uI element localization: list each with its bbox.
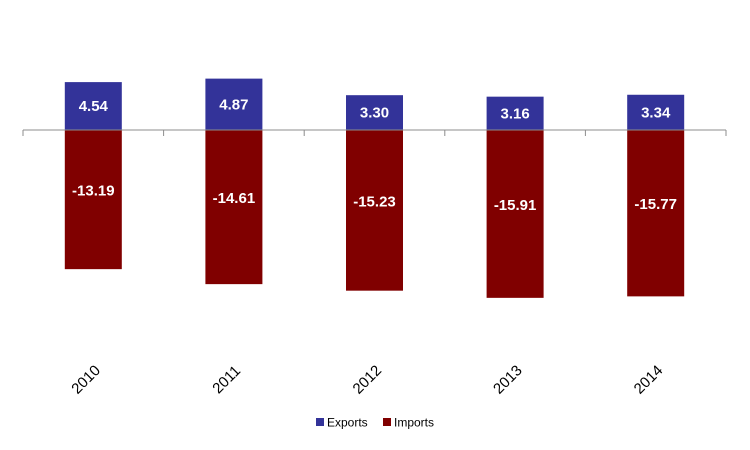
imports-bar-2010 xyxy=(64,130,122,270)
imports-bar-2014 xyxy=(627,130,685,297)
exports-bar-2011 xyxy=(205,78,263,130)
imports-value-label: -13.19 xyxy=(72,183,115,200)
exports-value-label: 3.34 xyxy=(641,104,671,121)
labels-layer: 4.54 -13.19 4.87 -14.61 3.30 -15.23 3.16 -15.91… xyxy=(72,96,677,214)
imports-bar-2011 xyxy=(205,130,263,285)
x-tick-label: 2013 xyxy=(490,362,526,398)
x-tick-label: 2012 xyxy=(350,362,386,398)
x-tick-label: 2014 xyxy=(631,362,667,398)
legend: Exports Imports xyxy=(316,416,434,430)
x-tick-label: 2010 xyxy=(68,362,104,398)
axis-layer xyxy=(22,129,727,136)
imports-value-label: -14.61 xyxy=(213,190,256,207)
exports-value-label: 3.16 xyxy=(500,105,529,122)
exports-bar-2014 xyxy=(627,94,685,130)
imports-value-label: -15.91 xyxy=(494,197,537,214)
imports-bar-2013 xyxy=(486,130,544,298)
x-tick-label: 2011 xyxy=(209,362,244,397)
legend-label-imports: Imports xyxy=(394,416,434,430)
legend-swatch-exports xyxy=(316,418,324,426)
ticks-layer: 2010 2011 2012 2013 2014 xyxy=(68,362,666,398)
imports-value-label: -15.77 xyxy=(634,196,677,213)
exports-value-label: 4.87 xyxy=(219,96,248,113)
bars-layer xyxy=(64,78,685,298)
imports-value-label: -15.23 xyxy=(353,193,396,210)
exports-value-label: 3.30 xyxy=(360,105,389,122)
legend-label-exports: Exports xyxy=(327,416,368,430)
exports-value-label: 4.54 xyxy=(79,98,109,115)
exports-bar-2012 xyxy=(346,95,403,130)
imports-bar-2012 xyxy=(346,130,403,291)
exports-bar-2010 xyxy=(64,82,122,130)
exports-bar-2013 xyxy=(486,96,544,130)
legend-swatch-imports xyxy=(383,418,391,426)
